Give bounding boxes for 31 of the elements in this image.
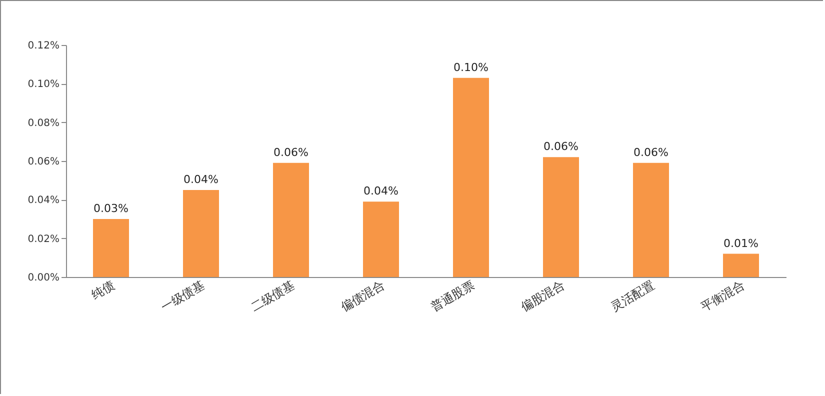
x-tick-label: 偏债混合 — [338, 278, 387, 314]
bar — [273, 162, 309, 277]
bar — [453, 78, 489, 277]
bar — [543, 157, 579, 277]
data-label: 0.01% — [724, 236, 758, 250]
x-tick-label: 普通股票 — [428, 278, 477, 314]
y-tick-label: 0.00% — [28, 272, 60, 284]
y-tick-label: 0.08% — [28, 118, 60, 129]
bar — [363, 202, 399, 277]
x-tick-label: 平衡混合 — [698, 278, 747, 314]
data-label: 0.06% — [274, 146, 308, 159]
bar — [183, 190, 219, 277]
data-label: 0.06% — [634, 146, 668, 159]
y-tick-label: 0.04% — [28, 195, 60, 206]
x-tick-label: 偏股混合 — [518, 278, 567, 314]
y-tick-label: 0.10% — [28, 79, 60, 90]
data-label: 0.04% — [184, 173, 218, 186]
data-label: 0.04% — [364, 184, 398, 198]
data-label: 0.06% — [544, 140, 578, 154]
data-label: 0.03% — [94, 202, 128, 215]
x-tick-label: 二级债基 — [248, 278, 297, 314]
x-tick-label: 一级债基 — [158, 278, 207, 314]
bar — [723, 254, 759, 277]
y-tick-label: 0.12% — [28, 40, 60, 52]
x-tick-label: 灵活配置 — [608, 278, 657, 314]
x-tick-label: 纯债 — [89, 278, 117, 302]
bar — [93, 219, 129, 277]
y-tick-label: 0.02% — [28, 234, 60, 245]
y-tick-label: 0.06% — [28, 156, 60, 168]
bar — [633, 162, 669, 277]
data-label: 0.10% — [454, 60, 488, 74]
